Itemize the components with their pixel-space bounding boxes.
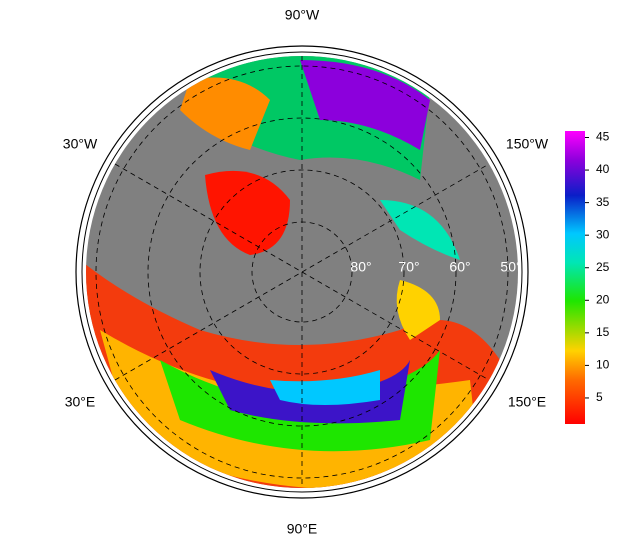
latitude-label: 50°	[500, 259, 521, 275]
latitude-label: 80°	[350, 259, 371, 275]
colorbar-tick-label: 5	[596, 390, 603, 404]
longitude-label: 150°E	[508, 394, 546, 410]
longitude-label: 30°E	[65, 394, 96, 410]
map: 90°W 30°W 150°W 30°E 150°E 90°E 80° 70° …	[63, 7, 549, 537]
data-field	[86, 56, 518, 488]
colorbar-tick-label: 30	[596, 227, 610, 241]
longitude-label: 30°W	[63, 136, 98, 152]
longitude-label: 150°W	[506, 136, 549, 152]
map-frame-inner	[81, 51, 523, 493]
latitude-label: 70°	[398, 259, 419, 275]
latitude-label: 60°	[449, 259, 470, 275]
colorbar-tick-label: 20	[596, 292, 610, 306]
colorbar-tick-label: 15	[596, 325, 610, 339]
colorbar-scale	[565, 131, 585, 424]
graticule	[95, 56, 509, 488]
longitude-label: 90°W	[285, 7, 320, 23]
colorbar-tick-label: 10	[596, 358, 610, 372]
colorbar: 5 10 15 20 25 30 35 40 45	[565, 130, 610, 424]
colorbar-tick-label: 40	[596, 162, 610, 176]
colorbar-tick-label: 25	[596, 260, 610, 274]
colorbar-tick-label: 35	[596, 195, 610, 209]
colorbar-tick-label: 45	[596, 130, 610, 144]
longitude-label: 90°E	[287, 521, 318, 537]
